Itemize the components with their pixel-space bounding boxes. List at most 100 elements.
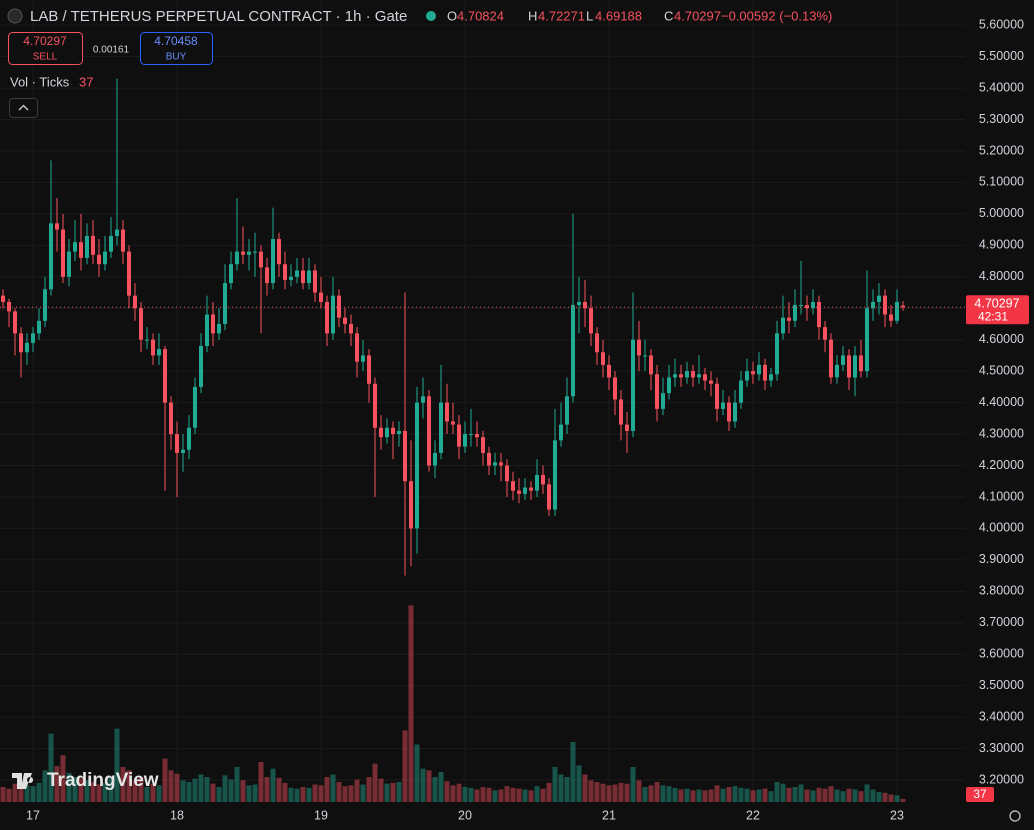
candle-body [613,377,617,400]
candle-body [13,311,17,334]
candle-body [667,377,671,394]
volume-bar [30,786,36,802]
candle-body [379,427,383,438]
candle-body [541,474,545,485]
candle-body [61,229,65,277]
volume-bar [696,789,702,802]
candle-body [739,380,743,403]
candle-body [373,383,377,428]
candle-body [685,371,689,378]
volume-bar [372,763,378,802]
candle-body [79,242,83,258]
candle-body [157,349,161,356]
volume-bar [126,770,132,802]
candle-body [49,223,53,290]
volume-bar [798,784,804,802]
y-tick-label: 3.50000 [979,678,1024,692]
volume-bar [480,787,486,802]
candle-body [181,449,185,453]
candle-body [661,393,665,409]
volume-bar [108,777,114,802]
volume-bar [834,789,840,802]
volume-bar [762,788,768,802]
collapse-button[interactable] [9,98,38,118]
candle-body [721,402,725,409]
y-tick-label: 4.50000 [979,363,1024,377]
candle-body [367,355,371,384]
y-tick-label: 5.50000 [979,49,1024,63]
volume-bar [492,790,498,802]
candle-body [763,364,767,381]
candle-body [451,421,455,425]
candle-body [421,396,425,403]
volume-bar [102,782,108,802]
volume-bar [828,786,834,802]
watermark-icon [12,773,34,789]
y-tick-label: 5.60000 [979,17,1024,31]
y-tick-label: 3.30000 [979,741,1024,755]
candle-body [859,355,863,372]
candle-body [145,339,149,341]
candle-body [361,355,365,362]
volume-bar [132,780,138,802]
volume-bar [144,787,150,802]
volume-bar [486,787,492,802]
volume-bar [894,795,900,802]
y-tick-label: 4.80000 [979,269,1024,283]
candle-body [595,333,599,353]
volume-bar [606,785,612,802]
candle-body [313,270,317,293]
y-tick-label: 4.00000 [979,521,1024,535]
candle-body [133,295,137,309]
settings-icon[interactable] [1009,810,1021,822]
candle-body [847,355,851,378]
price-tag-value: 4.70297 [974,297,1019,311]
volume-bar [510,787,516,802]
candle-body [283,264,287,280]
volume-bar [858,791,864,802]
candle-body [703,374,707,381]
y-tick-label: 5.20000 [979,143,1024,157]
change: −0.00592 (−0.13%) [721,8,832,23]
candle-body [247,251,251,255]
candle-body [511,481,515,491]
candle-body [529,487,533,491]
volume-bar [624,783,630,802]
candle-body [691,371,695,378]
volume-bar [240,780,246,802]
candle-body [199,345,203,387]
sell-button[interactable] [8,32,83,65]
volume-bar [72,777,78,802]
ohlc-value: 4.69188 [595,8,642,23]
volume-bar [432,777,438,802]
overlay: LAB / TETHERUS PERPETUAL CONTRACT · 1h ·… [7,8,1029,822]
volume-bar [774,782,780,802]
volume-bar [840,791,846,802]
volume-value: 37 [79,74,93,89]
candle-body [901,305,905,308]
candle-body [841,355,845,365]
candle-body [97,254,101,265]
y-tick-label: 4.30000 [979,426,1024,440]
volume-bar [288,787,294,802]
volume-bar [816,787,822,802]
buy-button[interactable] [140,32,213,65]
y-tick-label: 3.40000 [979,709,1024,723]
candle-body [169,402,173,435]
volume-bar [864,784,870,802]
candle-body [493,462,497,466]
candle-body [625,424,629,431]
candle-body [73,242,77,252]
volume-label: Vol · Ticks [10,74,70,89]
volume-bar [756,789,762,802]
volume-bar [474,789,480,802]
volume-bar [282,782,288,802]
volume-bar [888,794,894,802]
volume-bar [384,783,390,802]
candle-body [253,251,257,253]
volume-bar [0,787,6,802]
volume-bar [600,783,606,802]
volume-bar [204,777,210,802]
volume-bar [498,789,504,802]
volume-bar [702,790,708,802]
